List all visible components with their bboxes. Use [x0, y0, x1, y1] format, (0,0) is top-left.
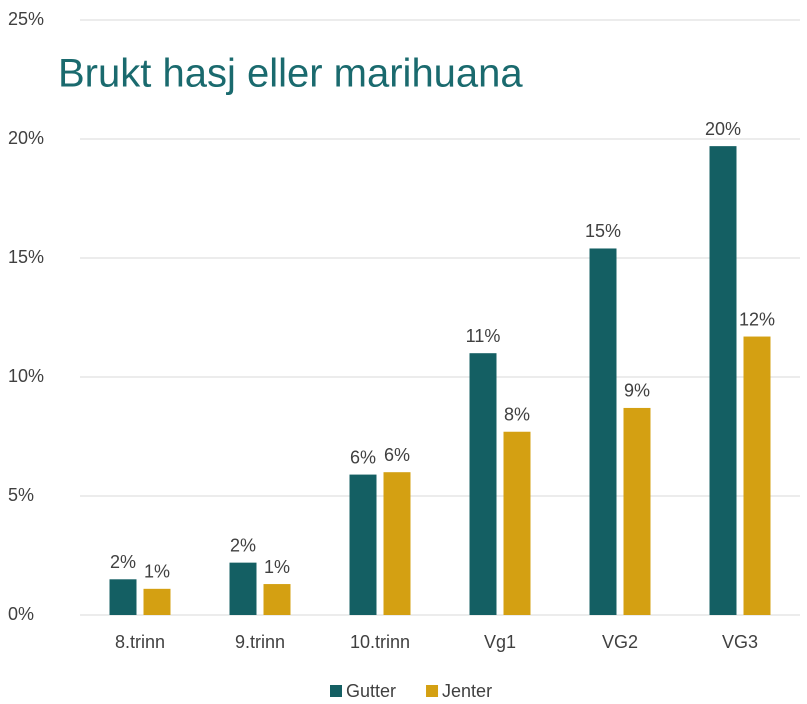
value-label: 9% [624, 381, 650, 401]
legend-label: Gutter [346, 681, 396, 701]
value-label: 8% [504, 404, 530, 424]
bar [383, 472, 411, 615]
bar [229, 562, 257, 615]
value-label: 2% [230, 535, 256, 555]
value-label: 1% [264, 557, 290, 577]
legend-swatch [426, 685, 439, 697]
bar [743, 336, 771, 615]
x-tick-label: VG2 [602, 632, 638, 652]
y-tick-label: 5% [8, 485, 34, 505]
grid [80, 19, 800, 616]
bar [143, 588, 171, 615]
value-label: 12% [739, 309, 775, 329]
x-tick-label: 10.trinn [350, 632, 410, 652]
chart-title: Brukt hasj eller marihuana [58, 52, 523, 96]
y-tick-label: 15% [8, 247, 44, 267]
value-label: 6% [384, 445, 410, 465]
value-label: 15% [585, 221, 621, 241]
value-label: 1% [144, 562, 170, 582]
y-tick-label: 25% [8, 9, 44, 29]
x-tick-label: 9.trinn [235, 632, 285, 652]
value-label: 2% [110, 552, 136, 572]
value-label: 11% [466, 326, 501, 346]
bar [503, 431, 531, 615]
bar [349, 474, 377, 615]
legend-label: Jenter [442, 681, 492, 701]
x-tick-label: VG3 [722, 632, 758, 652]
y-tick-label: 10% [8, 366, 44, 386]
bar [263, 584, 291, 615]
bar [589, 248, 617, 616]
bar [709, 146, 737, 615]
legend-swatch [330, 685, 342, 697]
y-tick-label: 0% [8, 604, 34, 624]
value-label: 20% [705, 119, 741, 139]
bar [469, 353, 497, 615]
y-tick-label: 20% [8, 128, 44, 148]
bar [623, 407, 651, 615]
bar [109, 579, 137, 615]
value-label: 6% [350, 447, 376, 467]
x-tick-label: Vg1 [484, 632, 516, 652]
x-tick-label: 8.trinn [115, 632, 165, 652]
